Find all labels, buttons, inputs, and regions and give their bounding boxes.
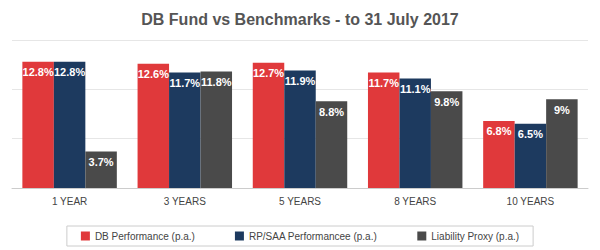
svg-text:11.1%: 11.1% [400, 83, 431, 95]
svg-text:11.9%: 11.9% [285, 75, 316, 87]
svg-text:Liability Proxy (p.a.): Liability Proxy (p.a.) [431, 231, 519, 242]
svg-text:DB Performance (p.a.): DB Performance (p.a.) [95, 231, 195, 242]
svg-text:11.7%: 11.7% [368, 77, 399, 89]
svg-text:3 YEARS: 3 YEARS [164, 196, 206, 207]
svg-text:5 YEARS: 5 YEARS [279, 196, 321, 207]
svg-text:DB Fund vs Benchmarks - to 31: DB Fund vs Benchmarks - to 31 July 2017 [141, 11, 459, 28]
svg-text:1 YEAR: 1 YEAR [52, 196, 87, 207]
svg-text:12.8%: 12.8% [23, 66, 54, 78]
svg-text:8 YEARS: 8 YEARS [394, 196, 436, 207]
svg-text:11.8%: 11.8% [201, 76, 232, 88]
svg-text:11.7%: 11.7% [170, 77, 201, 89]
svg-text:10 YEARS: 10 YEARS [507, 196, 555, 207]
svg-text:RP/SAA Performancee (p.a.): RP/SAA Performancee (p.a.) [249, 231, 377, 242]
svg-text:9%: 9% [554, 104, 570, 116]
svg-text:9.8%: 9.8% [434, 96, 459, 108]
svg-text:12.6%: 12.6% [138, 68, 169, 80]
svg-text:12.8%: 12.8% [54, 66, 85, 78]
svg-text:6.5%: 6.5% [518, 128, 543, 140]
svg-text:3.7%: 3.7% [89, 156, 114, 168]
svg-text:6.8%: 6.8% [486, 125, 511, 137]
svg-text:8.8%: 8.8% [319, 106, 344, 118]
svg-text:12.7%: 12.7% [253, 67, 284, 79]
